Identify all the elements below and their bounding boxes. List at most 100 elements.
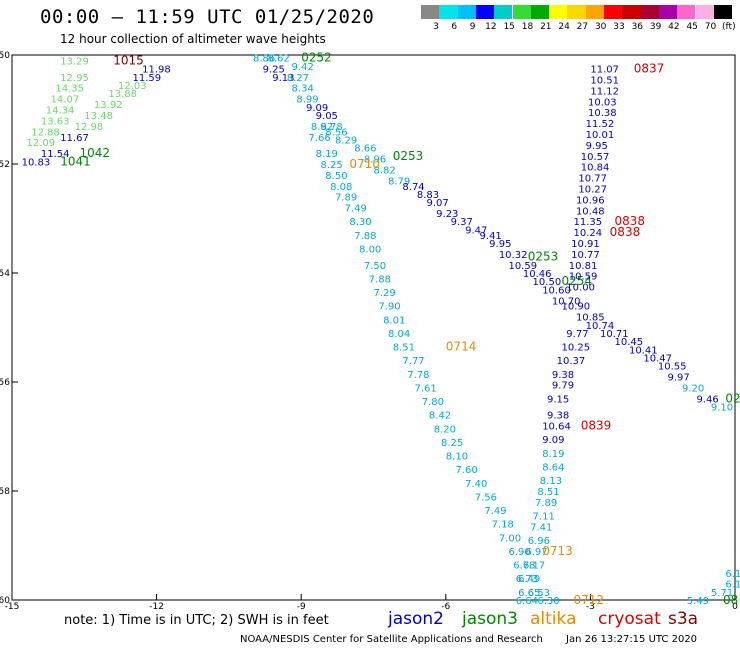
legend-s3a: s3a (668, 609, 699, 629)
pass-time-label: 08 (723, 593, 738, 607)
wave-height-label: 9.23 (436, 209, 458, 220)
wave-height-label: 10.57 (581, 152, 610, 163)
wave-height-label: 9.09 (306, 103, 328, 114)
wave-height-label: 9.97 (668, 373, 690, 384)
color-swatch (494, 5, 513, 19)
color-swatch (457, 5, 476, 19)
wave-height-label: 8.42 (429, 411, 451, 422)
wave-height-label: 8.92 (311, 122, 333, 133)
color-scale-label: 27 (576, 22, 589, 32)
wave-height-label: 8.64 (542, 462, 564, 473)
color-scale-label: 39 (649, 22, 662, 32)
wave-height-label: 10.70 (552, 296, 581, 307)
wave-height-label: 8.25 (441, 438, 463, 449)
color-scale-label: 3 (433, 22, 439, 32)
wave-height-label: 10.64 (542, 422, 571, 433)
pass-time-label: 1042 (79, 146, 110, 160)
wave-height-label: 6.53 (528, 588, 550, 599)
wave-height-label: 8.04 (388, 329, 410, 340)
axis-ticks: -15 -12 -9 -6 -3 0 -50 -52 -54 -56 -58 -60 (0, 51, 738, 610)
wave-height-label: 8.19 (316, 149, 338, 160)
page-title: 00:00 – 11:59 UTC 01/25/2020 (40, 6, 375, 28)
color-swatch (585, 5, 604, 19)
wave-height-label: 7.40 (465, 479, 487, 490)
lat-tick-label: -58 (0, 487, 10, 497)
wave-height-label: 10.74 (586, 321, 615, 332)
lon-tick-label: -6 (441, 602, 450, 610)
lon-tick-label: 0 (732, 602, 738, 610)
wave-height-label: 9.25 (263, 65, 285, 76)
lon-tick-label: -15 (5, 602, 20, 610)
wave-height-label: 8.82 (374, 165, 396, 176)
color-scale-label: 18 (521, 22, 534, 32)
wave-height-label: 12.88 (31, 127, 60, 138)
wave-height-label: 8.78 (320, 122, 342, 133)
pass-time-label: 1041 (60, 154, 91, 168)
wave-height-label: 9.77 (566, 329, 588, 340)
wave-height-label: 6.1 (725, 569, 740, 580)
wave-height-label: 8.50 (325, 171, 347, 182)
wave-height-label: 6.1 (725, 580, 740, 591)
wave-height-label: 8.96 (364, 155, 386, 166)
wave-height-label: 8.00 (359, 244, 381, 255)
color-scale-label: 36 (631, 22, 644, 32)
color-scale-label: 15 (503, 22, 515, 32)
wave-height-label: 7.11 (533, 512, 555, 523)
lat-tick-label: -52 (0, 160, 10, 170)
wave-height-label: 10.03 (588, 97, 617, 108)
pass-time-label: 0252 (301, 51, 332, 65)
wave-height-label: 9.37 (451, 217, 473, 228)
wave-height-label: 9.46 (696, 394, 718, 405)
wave-height-label: 7.78 (407, 370, 429, 381)
wave-height-label: 9.38 (547, 411, 569, 422)
wave-height-label: 9.05 (316, 111, 338, 122)
wave-height-label: 6.64 (516, 596, 538, 607)
wave-height-label: 8.25 (320, 160, 342, 171)
wave-height-label: 9.38 (552, 370, 574, 381)
wave-height-label: 6.73 (516, 574, 538, 585)
wave-height-label: 5.71 (711, 588, 733, 599)
color-swatch (567, 5, 586, 19)
pass-time-label: 0254 (561, 274, 592, 288)
wave-height-label: 6.17 (523, 561, 545, 572)
wave-height-label: 9.79 (552, 381, 574, 392)
wave-height-label: 8.79 (388, 176, 410, 187)
legend-jason2: jason2 (388, 609, 444, 629)
wave-height-label: 10.59 (508, 261, 537, 272)
wave-height-label: 12.98 (75, 122, 104, 133)
color-scale-label: 21 (540, 22, 552, 32)
wave-height-label: 6.96 (528, 536, 550, 547)
wave-height-label: 13.92 (94, 100, 123, 111)
wave-height-label: 10.55 (658, 362, 687, 373)
wave-height-label: 8.51 (537, 487, 559, 498)
wave-height-label: 7.60 (455, 465, 477, 476)
color-swatch (713, 5, 733, 19)
pass-time-label: 0713 (542, 544, 573, 558)
wave-height-label: 8.27 (287, 73, 309, 84)
wave-height-label: 10.47 (643, 353, 672, 364)
wave-height-label: 7.41 (530, 522, 552, 533)
wave-height-label: 10.48 (576, 206, 605, 217)
wave-height-label: 10.50 (533, 277, 562, 288)
pass-time-label: 0710 (349, 157, 380, 171)
wave-height-label: 8.13 (540, 476, 562, 487)
color-swatch (512, 5, 531, 19)
wave-height-label: 10.27 (578, 185, 607, 196)
wave-height-label: 10.91 (571, 239, 600, 250)
pass-time-label: 1015 (113, 53, 144, 67)
color-swatch (677, 5, 696, 19)
wave-height-label: 6.90 (508, 547, 530, 558)
wave-height-label: 10.83 (22, 157, 51, 168)
wave-height-label: 9.47 (465, 225, 487, 236)
lat-tick-label: -54 (0, 269, 10, 279)
page-subtitle: 12 hour collection of altimeter wave hei… (60, 32, 326, 46)
lon-tick-label: -12 (149, 602, 164, 610)
wave-height-label: 9.20 (682, 383, 704, 394)
wave-height-label: 8.83 (417, 190, 439, 201)
wave-height-label: 7.50 (364, 261, 386, 272)
wave-height-label: 7.00 (499, 533, 521, 544)
wave-height-label: 8.99 (296, 95, 318, 106)
wave-height-label: 7.88 (354, 231, 376, 242)
color-scale-label: 30 (594, 22, 607, 32)
